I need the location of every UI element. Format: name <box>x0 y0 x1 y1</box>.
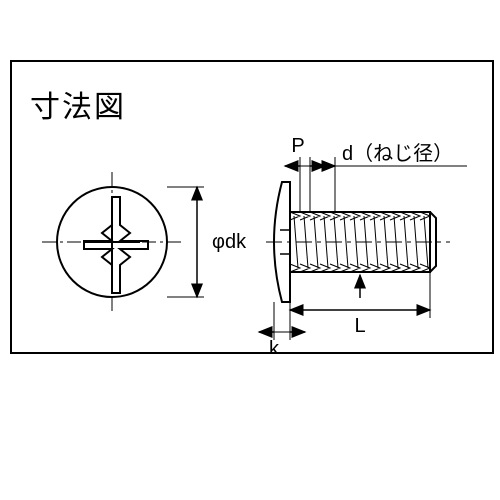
screw-side <box>266 182 450 302</box>
diagram-frame: 寸法図 φdk <box>10 60 494 354</box>
label-phidk: φdk <box>212 231 247 253</box>
label-l: L <box>354 315 365 337</box>
screw-head-front <box>42 172 182 312</box>
label-d: d（ねじ径） <box>342 142 453 165</box>
label-p: P <box>291 135 304 157</box>
dim-d: d（ねじ径） <box>325 142 467 212</box>
label-k: k <box>269 338 280 352</box>
diagram-svg: φdk <box>12 62 492 352</box>
